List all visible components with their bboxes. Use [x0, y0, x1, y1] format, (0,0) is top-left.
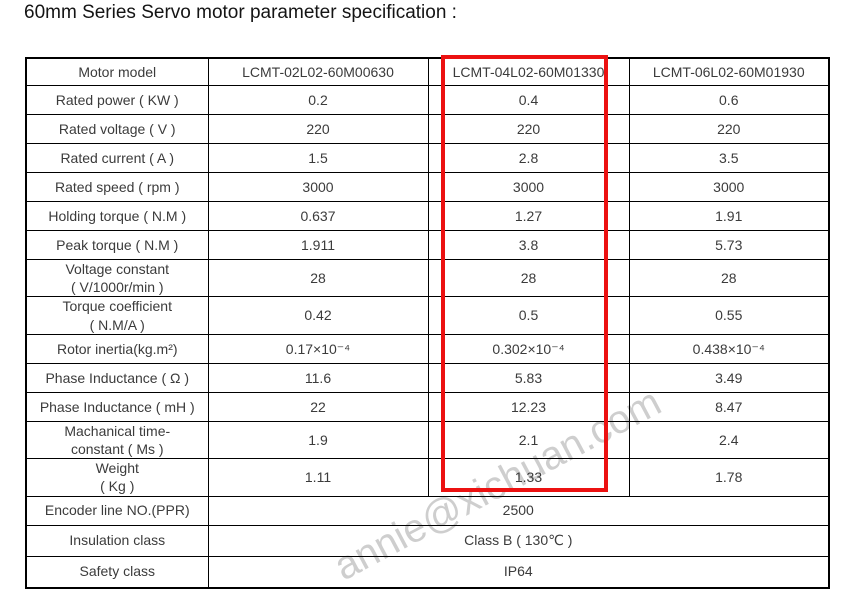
- value-cell: 1.11: [207, 458, 429, 497]
- value-cell-model-1: LCMT-02L02-60M00630: [207, 57, 429, 86]
- value-cell: 0.438×10⁻⁴: [628, 333, 830, 364]
- value-cell: 22: [207, 391, 429, 422]
- table-row-insulation-class: Insulation class Class B ( 130℃ ): [25, 524, 830, 557]
- value-cell-model-3: LCMT-06L02-60M01930: [628, 57, 830, 86]
- merged-value-cell: 2500: [207, 495, 830, 526]
- table-row-holding-torque: Holding torque ( N.M ) 0.637 1.27 1.91: [25, 201, 830, 231]
- value-cell: 1.9: [207, 420, 429, 460]
- value-cell: 2.8: [427, 143, 630, 173]
- value-cell: 1.33: [427, 458, 630, 497]
- table-row-phase-inductance-mh: Phase Inductance ( mH ) 22 12.23 8.47: [25, 391, 830, 422]
- value-cell: 0.17×10⁻⁴: [207, 333, 429, 364]
- value-cell: 220: [207, 114, 429, 144]
- value-cell: 2.1: [427, 420, 630, 460]
- param-label-cell: Rated current ( A ): [25, 143, 209, 173]
- value-cell: 28: [427, 258, 630, 298]
- value-cell: 1.91: [628, 201, 830, 231]
- table-row-torque-coefficient: Torque coefficient ( N.M/A ) 0.42 0.5 0.…: [25, 296, 830, 335]
- value-cell: 1.27: [427, 201, 630, 231]
- value-cell: 0.6: [628, 85, 830, 115]
- table-row-rated-speed: Rated speed ( rpm ) 3000 3000 3000: [25, 172, 830, 202]
- value-cell: 1.78: [628, 458, 830, 497]
- param-label-cell: Machanical time- constant ( Ms ): [25, 420, 209, 460]
- value-cell: 0.4: [427, 85, 630, 115]
- param-label-cell: Rated voltage ( V ): [25, 114, 209, 144]
- table-row-phase-inductance-ohm: Phase Inductance ( Ω ) 11.6 5.83 3.49: [25, 362, 830, 393]
- param-label-cell: Voltage constant ( V/1000r/min ): [25, 258, 209, 298]
- param-label-cell: Motor model: [25, 57, 209, 86]
- value-cell: 11.6: [207, 362, 429, 393]
- value-cell: 5.83: [427, 362, 630, 393]
- value-cell: 12.23: [427, 391, 630, 422]
- value-cell-model-2: LCMT-04L02-60M01330: [427, 57, 630, 86]
- table-row-rotor-inertia: Rotor inertia(kg.m²) 0.17×10⁻⁴ 0.302×10⁻…: [25, 333, 830, 364]
- value-cell: 220: [427, 114, 630, 144]
- param-label-cell: Rated speed ( rpm ): [25, 172, 209, 202]
- value-cell: 3.49: [628, 362, 830, 393]
- value-cell: 28: [207, 258, 429, 298]
- param-label-cell: Phase Inductance ( mH ): [25, 391, 209, 422]
- value-cell: 3.8: [427, 230, 630, 260]
- value-cell: 3000: [207, 172, 429, 202]
- param-label-cell: Weight ( Kg ): [25, 458, 209, 497]
- value-cell: 220: [628, 114, 830, 144]
- value-cell: 5.73: [628, 230, 830, 260]
- value-cell: 3000: [628, 172, 830, 202]
- table-row-safety-class: Safety class IP64: [25, 555, 830, 588]
- merged-value-cell: Class B ( 130℃ ): [207, 524, 830, 557]
- param-label-cell: Peak torque ( N.M ): [25, 230, 209, 260]
- merged-value-cell: IP64: [207, 555, 830, 588]
- param-label-cell: Insulation class: [25, 524, 209, 557]
- table-row-motor-model: Motor model LCMT-02L02-60M00630 LCMT-04L…: [25, 57, 830, 86]
- table-row-weight: Weight ( Kg ) 1.11 1.33 1.78: [25, 458, 830, 497]
- value-cell: 3000: [427, 172, 630, 202]
- table-row-peak-torque: Peak torque ( N.M ) 1.911 3.8 5.73: [25, 230, 830, 260]
- param-label-cell: Rotor inertia(kg.m²): [25, 333, 209, 364]
- value-cell: 3.5: [628, 143, 830, 173]
- param-label-cell: Safety class: [25, 555, 209, 588]
- param-label-cell: Phase Inductance ( Ω ): [25, 362, 209, 393]
- value-cell: 0.5: [427, 296, 630, 335]
- value-cell: 1.911: [207, 230, 429, 260]
- table-row-rated-voltage: Rated voltage ( V ) 220 220 220: [25, 114, 830, 144]
- param-label-cell: Torque coefficient ( N.M/A ): [25, 296, 209, 335]
- table-row-mechanical-time-constant: Machanical time- constant ( Ms ) 1.9 2.1…: [25, 420, 830, 460]
- table-row-voltage-constant: Voltage constant ( V/1000r/min ) 28 28 2…: [25, 258, 830, 298]
- param-label-cell: Encoder line NO.(PPR): [25, 495, 209, 526]
- value-cell: 0.55: [628, 296, 830, 335]
- value-cell: 0.42: [207, 296, 429, 335]
- motor-spec-table: Motor model LCMT-02L02-60M00630 LCMT-04L…: [25, 57, 830, 589]
- table-row-rated-current: Rated current ( A ) 1.5 2.8 3.5: [25, 143, 830, 173]
- value-cell: 2.4: [628, 420, 830, 460]
- value-cell: 1.5: [207, 143, 429, 173]
- param-label-cell: Rated power ( KW ): [25, 85, 209, 115]
- value-cell: 0.637: [207, 201, 429, 231]
- table-row-rated-power: Rated power ( KW ) 0.2 0.4 0.6: [25, 85, 830, 115]
- table-row-encoder-line: Encoder line NO.(PPR) 2500: [25, 495, 830, 526]
- value-cell: 0.2: [207, 85, 429, 115]
- page-title: 60mm Series Servo motor parameter specif…: [24, 2, 457, 23]
- param-label-cell: Holding torque ( N.M ): [25, 201, 209, 231]
- value-cell: 28: [628, 258, 830, 298]
- value-cell: 8.47: [628, 391, 830, 422]
- value-cell: 0.302×10⁻⁴: [427, 333, 630, 364]
